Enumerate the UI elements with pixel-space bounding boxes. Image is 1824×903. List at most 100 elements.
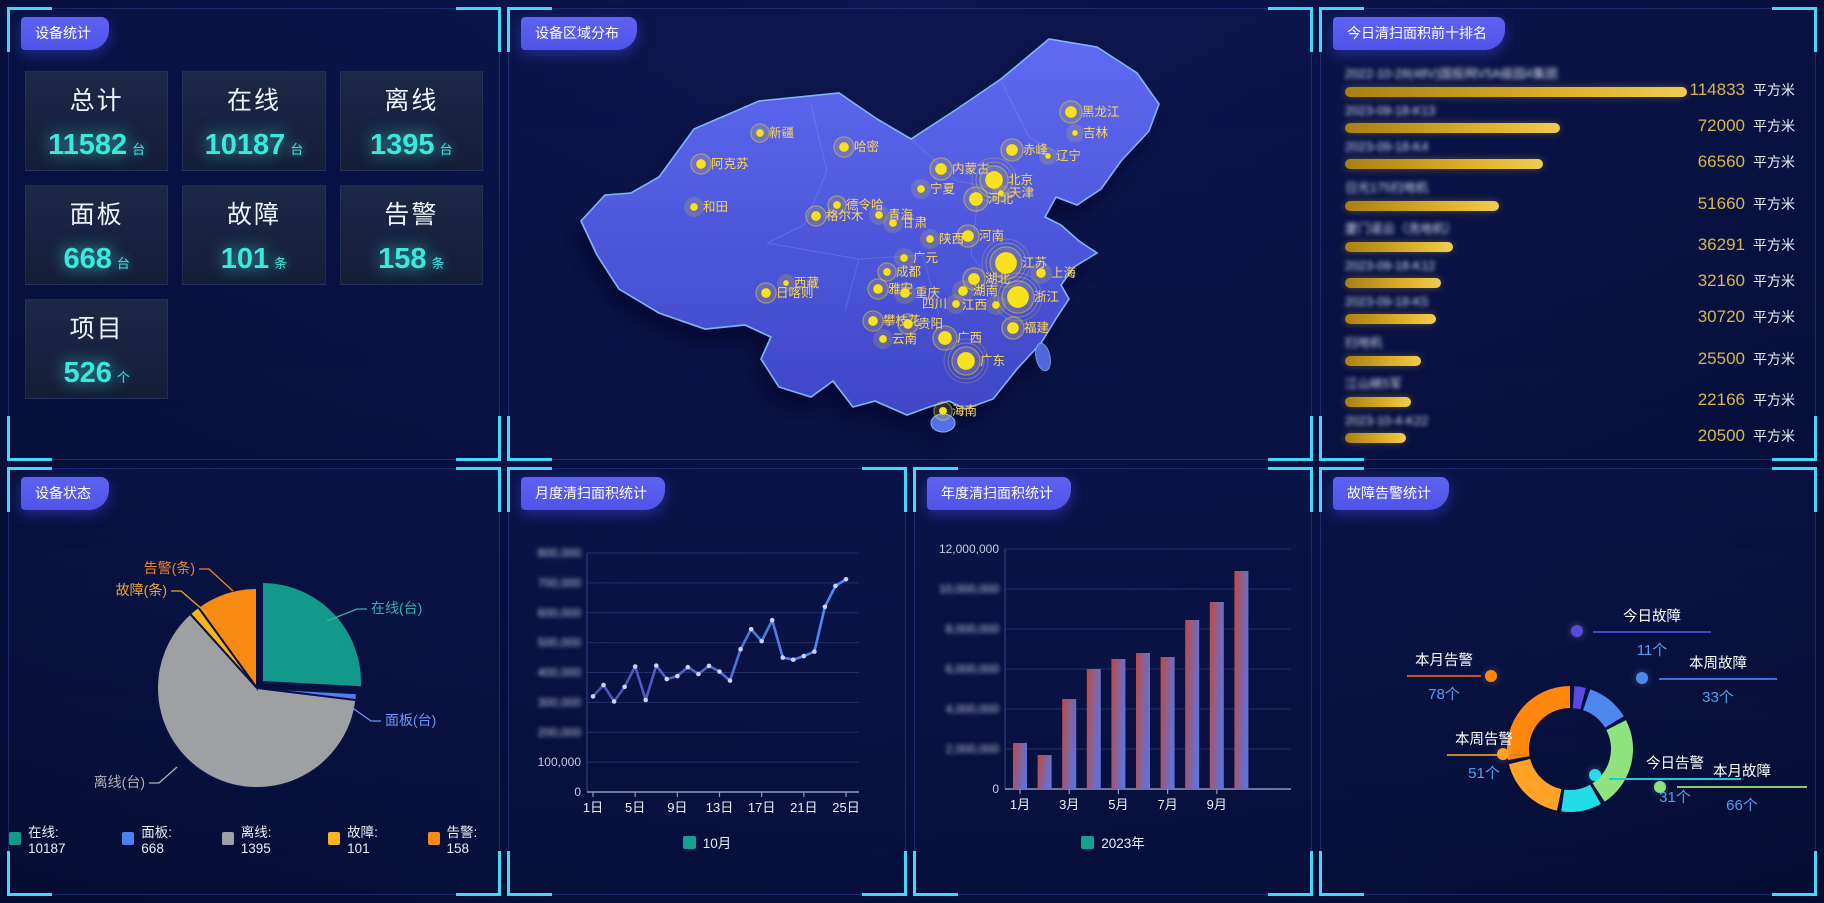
city-ring <box>947 342 985 380</box>
legend-item-离线[interactable]: 离线: 1395 <box>221 821 300 856</box>
city-ring <box>750 123 770 143</box>
city-label: 河北 <box>988 192 1014 206</box>
stat-card-number: 158 <box>378 242 427 275</box>
stat-card-unit: 台 <box>290 141 304 157</box>
donut-label-name: 本月告警 <box>1407 649 1481 677</box>
stat-card-label: 项目 <box>69 314 124 343</box>
line-point <box>643 697 649 703</box>
city-label: 浙江 <box>1034 289 1059 304</box>
legend-item-2023年[interactable]: 2023年 <box>1081 832 1145 852</box>
panel-corner-bracket <box>1772 7 1817 52</box>
ranking-item: 厦门诺云（洗地机） 36291 平方米 <box>1345 218 1795 254</box>
legend-item-故障[interactable]: 故障: 101 <box>328 821 399 856</box>
ranking-value-unit: 平方米 <box>1753 350 1795 367</box>
city-ring <box>1001 316 1025 340</box>
ranking-item: 扫地机 25500 平方米 <box>1345 332 1795 368</box>
line-point <box>738 646 743 652</box>
city-dot <box>838 141 850 153</box>
city-dot <box>1044 152 1052 160</box>
stat-card-离线: 离线 1395 台 <box>339 71 483 171</box>
city-ring <box>997 276 1039 318</box>
city-dot <box>810 210 822 222</box>
line-point <box>653 663 659 668</box>
ranking-bar <box>1345 241 1453 252</box>
city-dot <box>961 229 975 243</box>
city-marker-甘肃: 甘肃 <box>883 213 927 233</box>
ranking-item-label: 江山峡5军 <box>1345 376 1402 391</box>
x-tick-label: 9日 <box>667 800 687 815</box>
ranking-item-label: 2023-09-18-K5 <box>1345 295 1429 310</box>
donut-label-本月故障: 本月故障 66个 <box>1677 760 1807 815</box>
ranking-value-unit: 平方米 <box>1753 391 1795 408</box>
stat-card-number: 526 <box>63 356 112 389</box>
legend-swatch <box>328 832 341 845</box>
legend-swatch <box>682 835 696 849</box>
y-tick-label: 400,000 <box>538 666 582 680</box>
city-label: 湖南 <box>973 283 998 298</box>
ranking-item: 2023-09-18-K5 30720 平方米 <box>1345 295 1795 326</box>
panel-corner-bracket <box>7 416 52 461</box>
city-dot <box>934 162 948 176</box>
city-label: 天津 <box>1009 186 1034 200</box>
bar-4月 <box>1086 669 1101 789</box>
stat-card-label: 故障 <box>226 200 281 229</box>
stat-card-value: 11582 台 <box>48 129 145 162</box>
panel-title-text: 月度清扫面积统计 <box>535 485 647 501</box>
donut-segment-本周告警 <box>1508 758 1562 811</box>
line-point <box>790 657 796 662</box>
panel-fault-alarm: 故障告警统计 今日故障 11个 本周故障 33个 本月故障 66个 今日告警 31个 本周告警 5… <box>1319 467 1817 896</box>
city-dot <box>957 285 969 297</box>
pie-callout-line <box>199 568 234 592</box>
x-tick-label: 21日 <box>790 800 817 815</box>
panel-region-map: 设备区域分布 <box>507 7 1313 461</box>
legend-swatch <box>122 832 135 845</box>
city-marker-四川: 四川 <box>922 294 966 314</box>
device-status-legend: 在线: 10187 面板: 668 离线: 1395 故障: 101 告警: 158 <box>9 821 499 856</box>
y-tick-label: 800,000 <box>538 546 582 560</box>
ranking-item-label: 2022-10-28(48V)国投网V5A级园4集团 <box>1345 67 1558 81</box>
stat-card-面板: 面板 668 台 <box>25 185 169 285</box>
city-ring <box>933 401 953 421</box>
legend-item-面板[interactable]: 面板: 668 <box>122 821 193 856</box>
city-marker-黑龙江: 黑龙江 <box>1059 100 1120 124</box>
device-stats-grid: 总计 11582 台在线 10187 台离线 1395 台面板 668 台故障 101 条告警 158… <box>25 71 483 399</box>
city-ring <box>867 278 889 300</box>
panel-title-device-status: 设备状态 <box>21 477 109 510</box>
donut-label-本周告警: 本周告警 51个 <box>1447 728 1521 783</box>
ranking-list: 2022-10-28(48V)国投网V5A级园4集团 114833 平方米 2023-… <box>1345 63 1795 445</box>
city-ring <box>951 346 981 376</box>
city-marker-海南: 海南 <box>933 401 977 421</box>
bar-7月 <box>1160 657 1175 789</box>
x-tick-label: 13日 <box>706 800 733 815</box>
city-marker-重庆: 重庆 <box>894 282 941 304</box>
legend-text: 10月 <box>702 836 732 851</box>
panel-title-text: 设备区域分布 <box>535 25 619 41</box>
panel-title-text: 故障告警统计 <box>1347 485 1431 501</box>
ranking-value: 66560 平方米 <box>1698 152 1795 172</box>
legend-swatch <box>427 832 440 845</box>
city-marker-江苏: 江苏 <box>981 238 1047 288</box>
panel-title-fault-alarm: 故障告警统计 <box>1333 477 1449 510</box>
ranking-item: 江山峡5军 22166 平方米 <box>1345 373 1795 409</box>
city-dot <box>984 170 1004 190</box>
city-ring <box>827 195 847 215</box>
city-dot <box>874 210 884 220</box>
ranking-item-label: 日光175扫地机 <box>1345 180 1429 195</box>
city-label: 德令哈 <box>846 197 884 212</box>
legend-item-在线[interactable]: 在线: 10187 <box>9 821 94 856</box>
y-tick-label: 0 <box>574 785 581 799</box>
pie-callout-line <box>171 590 210 616</box>
city-label: 黑龙江 <box>1082 105 1120 119</box>
city-label: 贵阳 <box>918 317 943 331</box>
city-ring <box>943 338 989 384</box>
city-dot <box>899 287 911 299</box>
city-label: 河南 <box>979 228 1004 243</box>
legend-item-10月[interactable]: 10月 <box>682 832 732 852</box>
donut-label-dot <box>1485 670 1497 682</box>
legend-item-告警[interactable]: 告警: 158 <box>427 821 499 856</box>
city-dot <box>695 158 707 170</box>
ranking-value-unit: 平方米 <box>1753 118 1795 135</box>
pie-callout-line <box>326 608 367 622</box>
donut-label-今日告警: 今日告警 31个 <box>1609 752 1741 807</box>
line-point <box>611 699 617 704</box>
